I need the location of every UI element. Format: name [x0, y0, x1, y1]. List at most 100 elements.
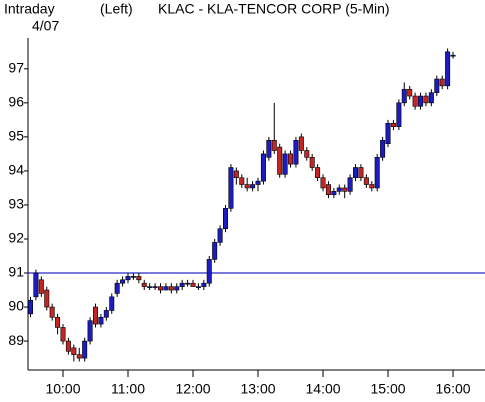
candle-body	[212, 242, 218, 260]
candle-body	[190, 282, 196, 287]
candle-body	[233, 170, 239, 179]
candle-body	[92, 306, 98, 325]
candle-body	[114, 282, 120, 294]
candle-body	[130, 276, 136, 278]
candle-body	[445, 51, 451, 87]
candle-body	[423, 95, 429, 104]
candle-body	[49, 306, 55, 318]
x-tick-label: 10:00	[45, 381, 80, 397]
candle-body	[434, 78, 440, 93]
candle-body	[82, 340, 88, 359]
candle-body	[228, 167, 234, 209]
candle-body	[250, 184, 256, 189]
y-tick-label: 90	[8, 298, 24, 314]
candle-body	[293, 139, 299, 165]
axis-side-label: (Left)	[100, 1, 133, 17]
candle-body	[450, 54, 456, 57]
candle-body	[266, 139, 272, 158]
candle-body	[331, 191, 337, 196]
y-tick-label: 89	[8, 332, 24, 348]
candle-body	[385, 122, 391, 144]
candle-body	[27, 299, 33, 315]
candle-body	[206, 259, 212, 284]
candle-body	[195, 286, 201, 288]
candle-body	[152, 286, 158, 288]
candle-body	[223, 208, 229, 230]
x-tick-label: 13:00	[240, 381, 275, 397]
x-tick-label: 14:00	[306, 381, 341, 397]
x-tick-label: 16:00	[436, 381, 471, 397]
candle-body	[342, 187, 348, 192]
candle-body	[336, 187, 342, 192]
y-tick-label: 92	[8, 230, 24, 246]
candle-body	[396, 102, 402, 127]
candle-body	[239, 177, 245, 185]
candle-body	[98, 316, 104, 325]
date-label: 4/07	[32, 18, 59, 34]
candle-body	[325, 184, 331, 196]
candle-body	[141, 282, 147, 287]
y-tick-label: 96	[8, 94, 24, 110]
candle-body	[65, 340, 71, 352]
candle-body	[380, 139, 386, 158]
x-tick-label: 12:00	[175, 381, 210, 397]
candle-body	[44, 289, 50, 308]
candle-body	[120, 279, 126, 284]
chart-title: KLAC - KLA-TENCOR CORP (5-Min)	[158, 1, 390, 17]
candle-body	[369, 184, 375, 189]
candle-body	[87, 320, 93, 342]
candle-body	[168, 286, 174, 291]
y-tick-label: 93	[8, 196, 24, 212]
candle-body	[363, 177, 369, 185]
candle-body	[163, 286, 169, 291]
candle-body	[353, 167, 359, 179]
candle-body	[109, 296, 115, 311]
candle-body	[412, 95, 418, 107]
candle-body	[55, 316, 61, 328]
candle-body	[76, 354, 82, 359]
candle-body	[407, 88, 413, 97]
candle-body	[147, 286, 153, 288]
x-tick-label: 11:00	[111, 381, 145, 397]
candle-body	[217, 228, 223, 243]
candle-body	[282, 153, 288, 175]
candle-body	[71, 347, 77, 355]
candle-body	[347, 177, 353, 192]
candle-body	[244, 184, 250, 189]
candle-body	[136, 276, 142, 281]
period-label: Intraday	[4, 1, 55, 17]
candle-body	[277, 146, 283, 175]
candle-body	[201, 282, 207, 287]
candle-body	[260, 153, 266, 182]
candle-body	[439, 78, 445, 87]
candle-body	[38, 279, 44, 294]
candle-body	[33, 272, 39, 298]
candle-body	[320, 177, 326, 189]
candle-body	[401, 88, 407, 104]
candle-body	[103, 310, 109, 318]
candle-body	[185, 282, 191, 285]
candle-body	[358, 167, 364, 179]
candle-body	[309, 157, 315, 168]
candle-body	[60, 327, 66, 342]
y-tick-label: 91	[8, 264, 24, 280]
candle-body	[158, 286, 164, 291]
candle-body	[390, 122, 396, 127]
candle-body	[418, 95, 424, 107]
candle-body	[304, 150, 310, 158]
y-tick-label: 94	[8, 162, 24, 178]
candle-body	[125, 276, 131, 281]
candle-body	[315, 167, 321, 179]
x-tick-label: 15:00	[371, 381, 406, 397]
candle-body	[174, 286, 180, 291]
candle-body	[298, 136, 304, 151]
y-tick-label: 97	[8, 60, 24, 76]
candle-body	[288, 153, 294, 165]
candle-body	[428, 92, 434, 104]
candle-body	[374, 157, 380, 189]
candle-body	[271, 139, 277, 151]
candle-body	[255, 180, 261, 185]
y-tick-label: 95	[8, 128, 24, 144]
